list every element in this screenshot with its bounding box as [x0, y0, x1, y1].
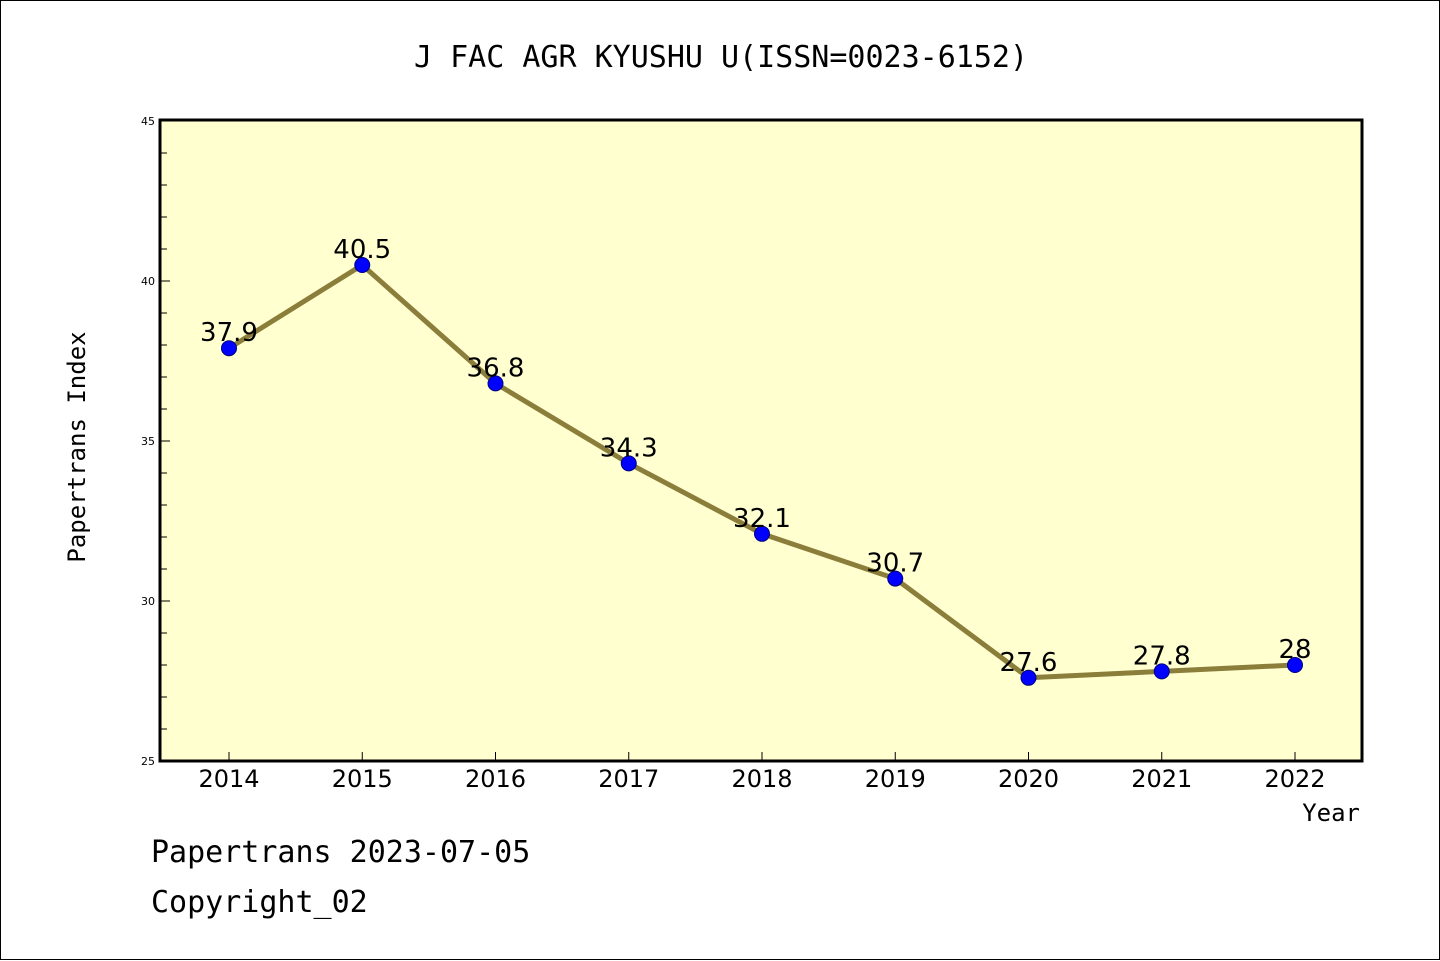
x-tick-label: 2019: [865, 765, 926, 793]
footer-copyright: Copyright_02: [151, 885, 368, 920]
x-tick-label: 2018: [731, 765, 792, 793]
x-axis: 2014 2015 2016 2017 2018 2019 2020 2021 2022: [198, 752, 1326, 793]
data-label: 34.3: [600, 433, 658, 463]
data-labels: 37.9 40.5 36.8 34.3 32.1 30.7 27.6 27.8 28: [200, 235, 1311, 678]
y-axis: 25 30 35 40 45: [141, 115, 170, 768]
footer-date: Papertrans 2023-07-05: [151, 835, 531, 870]
x-tick-label: 2022: [1264, 765, 1325, 793]
data-point: [1153, 663, 1170, 680]
data-label: 28: [1278, 635, 1311, 665]
data-point: [354, 257, 371, 273]
data-point: [754, 525, 770, 542]
data-label: 40.5: [333, 235, 391, 265]
x-tick-label: 2020: [998, 765, 1059, 793]
x-axis-title: Year: [1302, 799, 1360, 827]
y-tick-label: 25: [141, 755, 155, 768]
chart-title: J FAC AGR KYUSHU U(ISSN=0023-6152): [414, 40, 1028, 75]
data-point: [1287, 657, 1303, 673]
y-tick-label: 40: [141, 275, 155, 288]
x-tick-label: 2014: [198, 765, 259, 793]
data-point: [887, 570, 904, 587]
data-label: 27.8: [1133, 641, 1191, 671]
data-point: [487, 375, 504, 392]
data-point: [221, 340, 237, 357]
data-point: [620, 455, 637, 472]
y-tick-label: 30: [141, 595, 155, 608]
y-axis-title: Papertrans Index: [63, 331, 91, 562]
x-tick-label: 2017: [598, 765, 659, 793]
data-point: [1020, 669, 1037, 686]
x-tick-label: 2015: [332, 765, 393, 793]
data-points: [221, 257, 1303, 686]
x-tick-label: 2016: [465, 765, 526, 793]
y-tick-label: 35: [141, 435, 155, 448]
data-label: 37.9: [200, 318, 258, 348]
data-label: 27.6: [1000, 648, 1058, 678]
data-label: 32.1: [733, 504, 791, 534]
data-label: 36.8: [467, 353, 525, 383]
plot-area: [158, 118, 1364, 763]
x-tick-label: 2021: [1131, 765, 1192, 793]
y-tick-label: 45: [141, 115, 155, 128]
data-label: 30.7: [866, 549, 924, 579]
